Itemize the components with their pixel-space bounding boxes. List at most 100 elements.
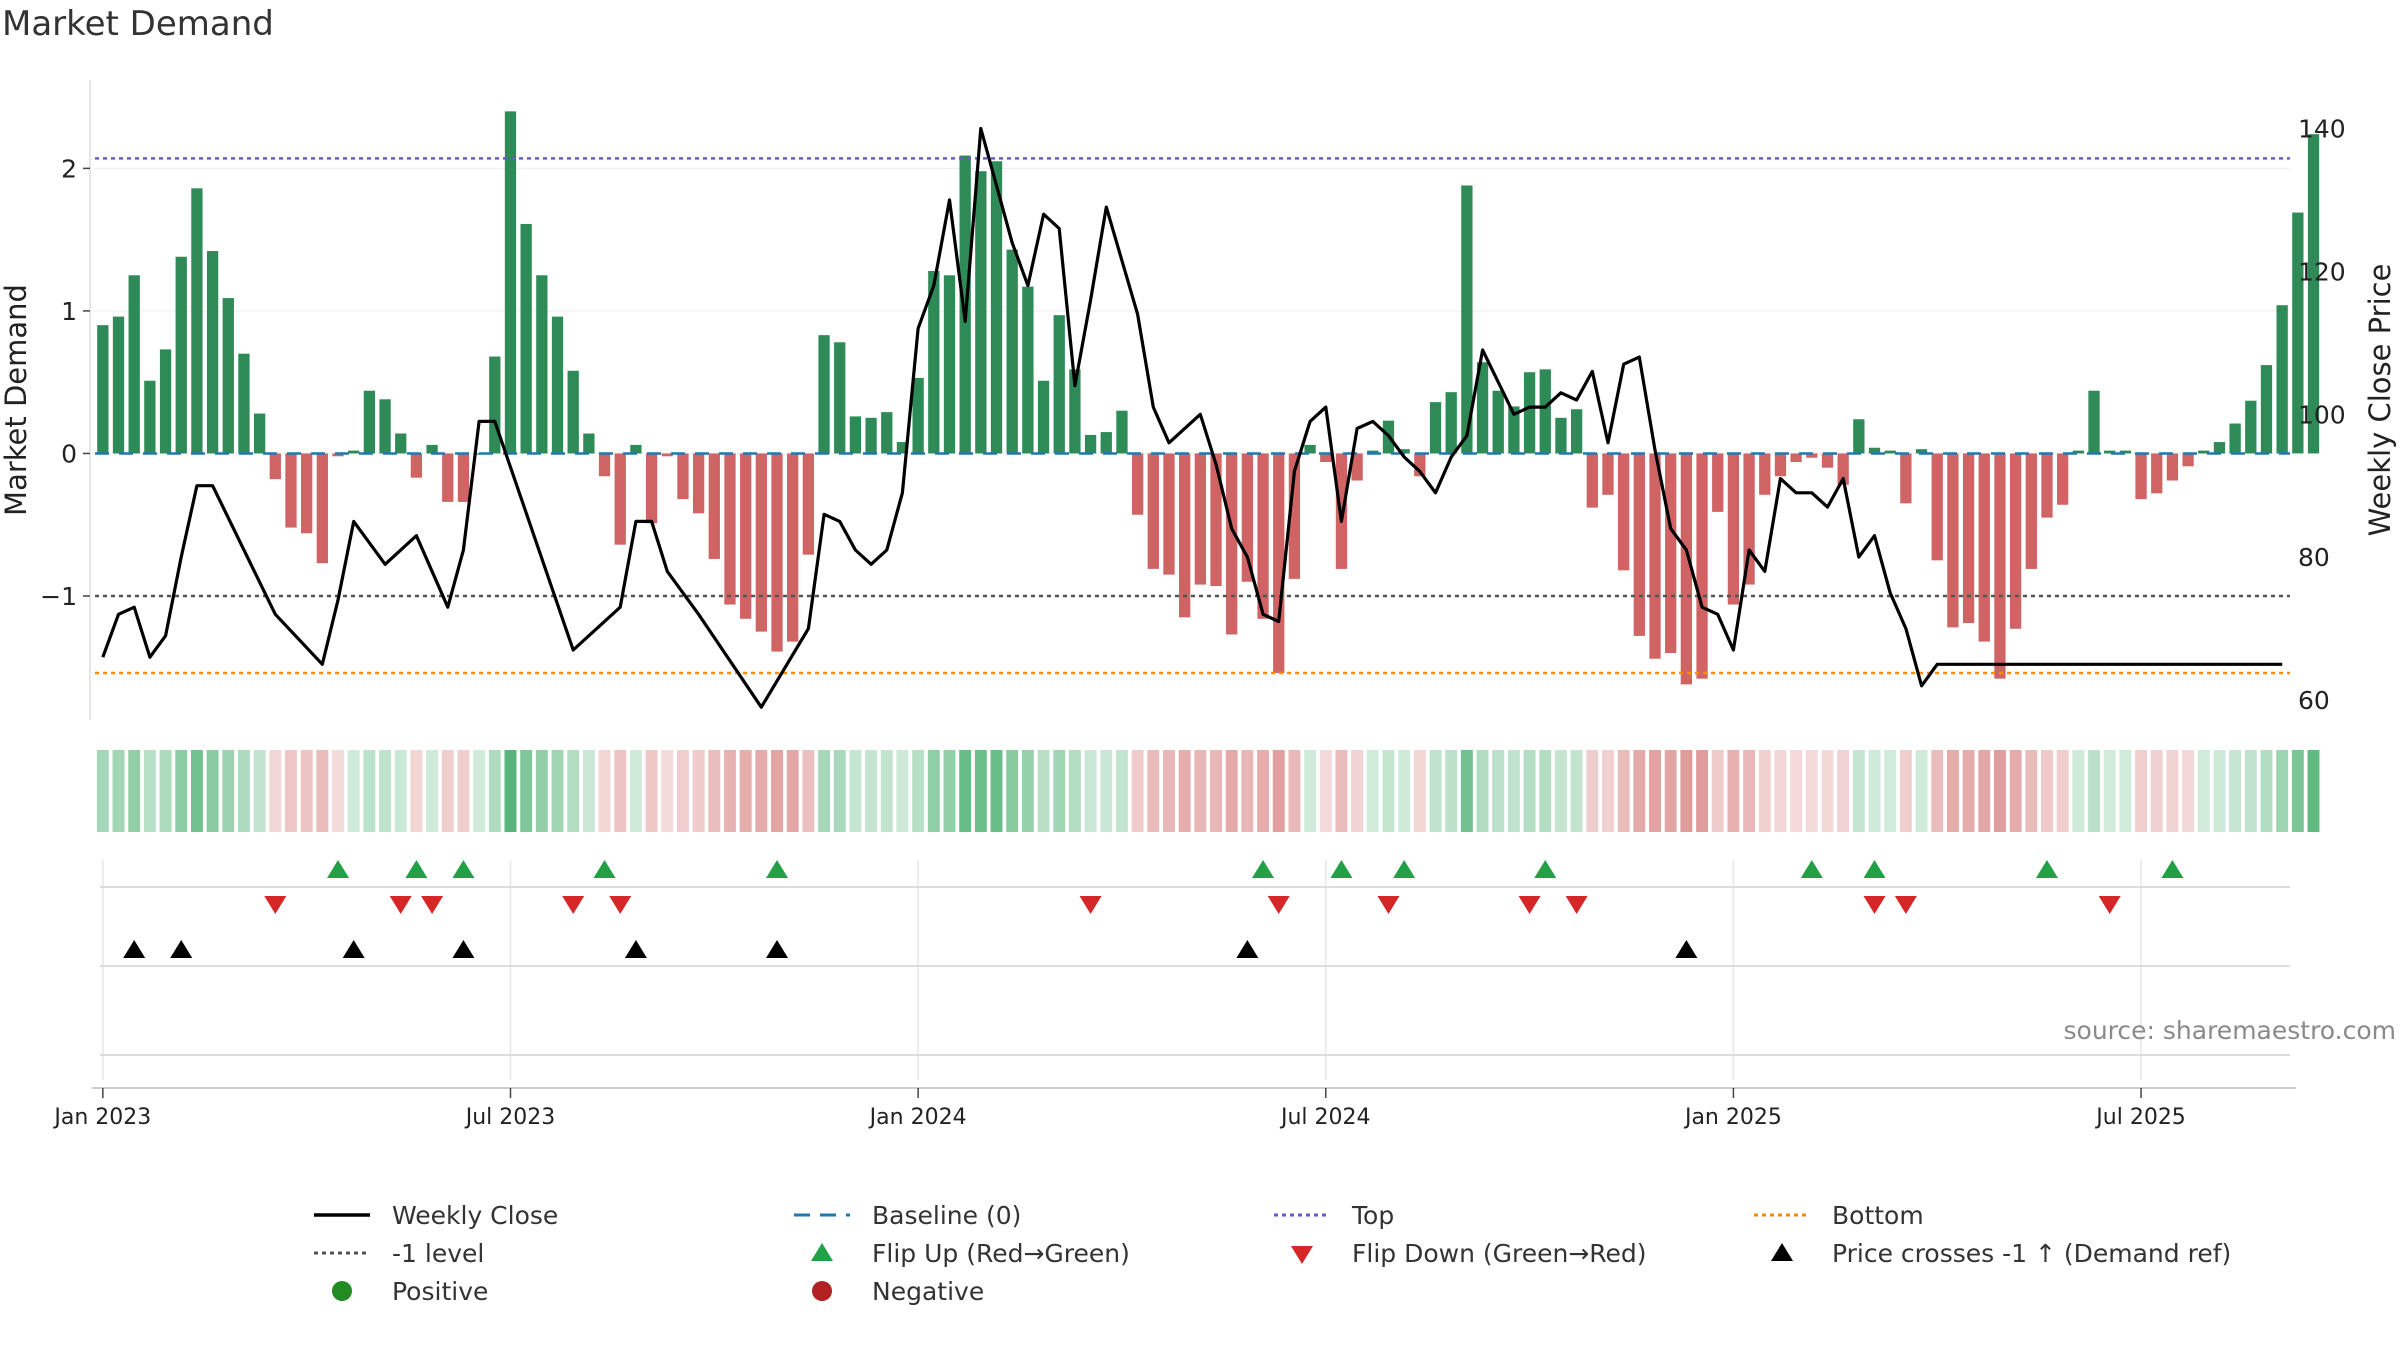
heat-cell <box>1210 750 1222 832</box>
heat-cell <box>1884 750 1897 832</box>
demand-bar <box>1868 447 1881 454</box>
heat-cell <box>316 750 329 832</box>
demand-bar <box>1884 450 1896 454</box>
heat-cell <box>990 750 1003 832</box>
heat-cell <box>896 750 909 832</box>
demand-bar <box>1633 453 1645 636</box>
heat-cell <box>1821 750 1834 832</box>
heat-cell <box>771 750 783 832</box>
price-cross-marker <box>170 940 193 958</box>
heat-cell <box>849 750 862 832</box>
demand-bar <box>912 377 924 454</box>
price-cross-icon <box>1771 1243 1793 1261</box>
demand-bar <box>348 450 360 454</box>
demand-bar <box>614 453 626 545</box>
heat-cell <box>2166 750 2179 832</box>
demand-bar <box>1194 453 1206 585</box>
heat-cell <box>253 750 266 832</box>
heat-cell <box>1649 750 1661 832</box>
heat-cell <box>1868 750 1881 832</box>
heat-cell <box>441 750 454 832</box>
demand-bar <box>112 316 125 454</box>
heat-cell <box>457 750 470 832</box>
demand-bar <box>1523 372 1536 454</box>
heat-cell <box>1570 750 1583 832</box>
heat-cell <box>2072 750 2085 832</box>
y-axis-label: Market Demand <box>0 284 33 516</box>
demand-bar <box>2009 453 2022 629</box>
demand-bar <box>567 370 579 454</box>
heat-cell <box>332 750 344 832</box>
demand-bar <box>1179 453 1191 618</box>
chart-title: Market Demand <box>2 4 274 44</box>
flip-down-marker <box>421 896 444 914</box>
heat-cell <box>2244 750 2257 832</box>
demand-bar <box>301 453 313 534</box>
demand-bar <box>2292 212 2304 454</box>
heat-cell <box>818 750 831 832</box>
legend-item-baseline: Baseline (0) <box>792 1200 1021 1230</box>
demand-bar <box>1210 453 1222 587</box>
heat-cell <box>1617 750 1630 832</box>
demand-bar <box>1774 453 1787 477</box>
heat-cell <box>2025 750 2038 832</box>
demand-bar <box>285 453 297 528</box>
heat-cell <box>833 750 846 832</box>
demand-bar <box>598 453 611 477</box>
heat-cell <box>2119 750 2132 832</box>
flip-down-marker <box>1518 896 1541 914</box>
heat-cell <box>488 750 501 832</box>
demand-bar <box>1586 453 1598 508</box>
demand-bar <box>1821 453 1834 468</box>
demand-bar <box>2088 390 2100 454</box>
demand-bar <box>2260 365 2273 454</box>
demand-bar <box>1163 453 1175 575</box>
demand-bar <box>645 453 658 524</box>
demand-bar <box>1273 453 1285 673</box>
heat-cell <box>1727 750 1740 832</box>
heat-cell <box>661 750 674 832</box>
legend-label: Top <box>1352 1200 1395 1230</box>
heat-cell <box>551 750 564 832</box>
heat-cell <box>927 750 940 832</box>
heat-cell <box>1899 750 1912 832</box>
legend: Weekly Close Baseline (0) Top Bottom -1 … <box>0 1200 2400 1320</box>
demand-bar <box>1084 434 1097 454</box>
heat-cell <box>2229 750 2242 832</box>
heat-cell <box>755 750 768 832</box>
price-cross-marker <box>342 940 365 958</box>
demand-bar <box>787 453 799 642</box>
demand-bar <box>2182 453 2194 467</box>
demand-bar <box>1853 419 1865 454</box>
heat-cell <box>865 750 878 832</box>
heat-cell <box>1068 750 1081 832</box>
heat-cell <box>1915 750 1928 832</box>
x-tick-label: Jan 2025 <box>1683 1105 1782 1130</box>
demand-bar <box>1320 453 1332 463</box>
legend-label: Flip Up (Red→Green) <box>872 1238 1130 1268</box>
heat-cell <box>1539 750 1552 832</box>
heat-cell <box>1257 750 1270 832</box>
price-cross-marker <box>766 940 789 958</box>
demand-bar <box>1649 453 1661 659</box>
heat-cell <box>1993 750 2006 832</box>
demand-bar <box>1508 406 1520 454</box>
flip-up-marker <box>2035 860 2058 878</box>
demand-bar <box>1100 432 1112 454</box>
y2-tick-label: 100 <box>2298 400 2346 429</box>
heat-cell <box>880 750 893 832</box>
heat-cell <box>2135 750 2148 832</box>
demand-bar <box>332 453 344 457</box>
flip-up-marker <box>1863 860 1886 878</box>
legend-item-positive: Positive <box>312 1276 488 1306</box>
demand-bar <box>1837 453 1849 485</box>
legend-item-bottom: Bottom <box>1752 1200 1924 1230</box>
x-tick-label: Jul 2025 <box>2094 1105 2186 1130</box>
heat-cell <box>2056 750 2069 832</box>
demand-bar <box>1147 453 1159 569</box>
heat-cell <box>1037 750 1050 832</box>
heat-cell <box>1586 750 1599 832</box>
heat-cell <box>1680 750 1693 832</box>
heat-cell <box>1743 750 1756 832</box>
demand-bar <box>238 353 250 454</box>
